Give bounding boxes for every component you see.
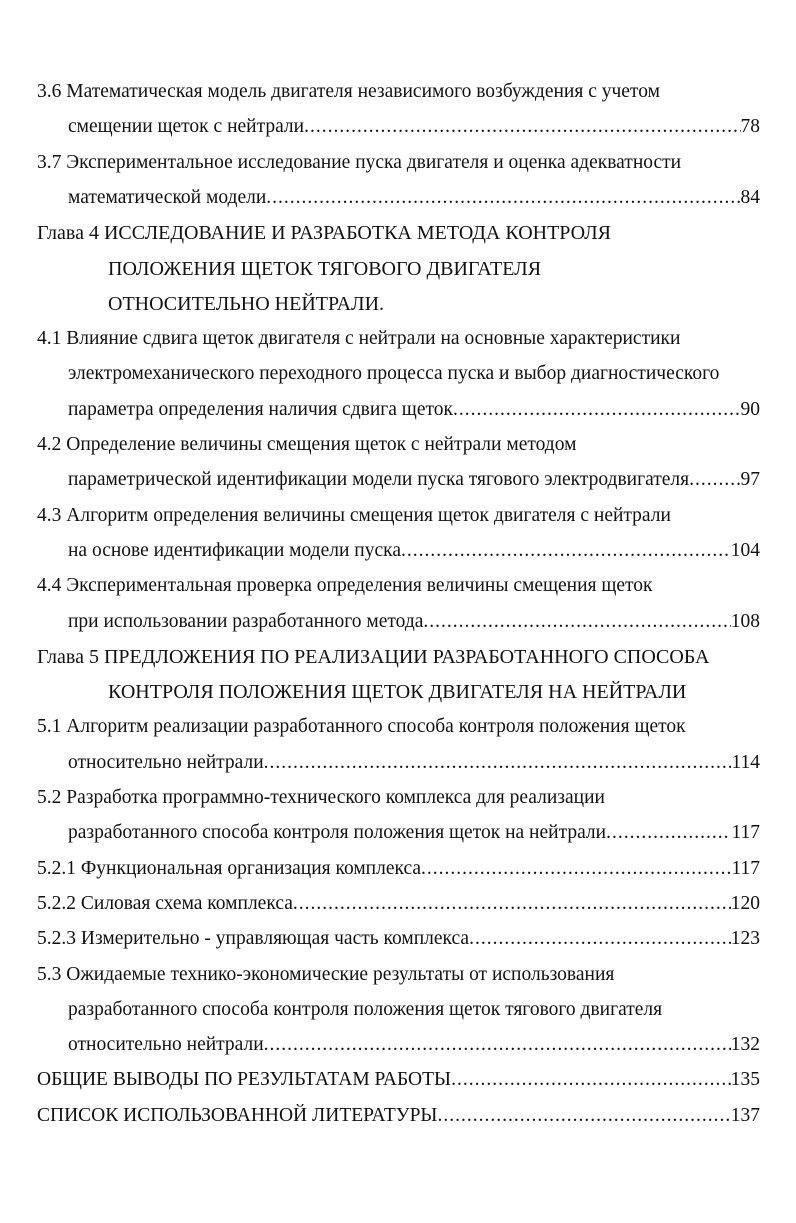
toc-chapter-line: Глава 4 ИССЛЕДОВАНИЕ И РАЗРАБОТКА МЕТОДА…: [37, 221, 760, 245]
toc-entry-line: параметрической идентификации модели пус…: [68, 468, 760, 492]
toc-entry-line: 3.7 Экспериментальное исследование пуска…: [37, 151, 760, 175]
toc-entry-text: Глава 5 ПРЕДЛОЖЕНИЯ ПО РЕАЛИЗАЦИИ РАЗРАБ…: [37, 645, 710, 668]
toc-page-number: 104: [730, 539, 760, 561]
dot-leader: [264, 1033, 731, 1057]
toc-entry-text: 4.2 Определение величины смещения щеток …: [37, 434, 577, 455]
toc-entry-text: при использовании разработанного метода: [68, 610, 424, 632]
toc-entry-text: 4.1 Влияние сдвига щеток двигателя с ней…: [37, 328, 681, 350]
toc-entry-line: 4.4 Экспериментальная проверка определен…: [37, 574, 760, 598]
dot-leader: [421, 857, 731, 881]
toc-entry-line: 5.2.2 Силовая схема комплекса 120: [37, 892, 760, 916]
toc-entry-text: параметрической идентификации модели пус…: [68, 469, 690, 491]
dot-leader: [264, 751, 732, 775]
toc-entry-text: смещении щеток с нейтрали: [68, 116, 305, 138]
toc-entry-line: 3.6 Математическая модель двигателя неза…: [37, 80, 760, 104]
toc-chapter-line: ПОЛОЖЕНИЯ ЩЕТОК ТЯГОВОГО ДВИГАТЕЛЯ: [108, 257, 760, 281]
toc-page-number: 114: [731, 751, 760, 773]
dot-leader: [453, 398, 741, 422]
toc-entry-text: 5.2 Разработка программно-технического к…: [37, 787, 605, 808]
toc-entry-line: относительно нейтрали 114: [68, 751, 760, 775]
toc-entry-text: относительно нейтрали: [68, 1034, 264, 1056]
toc-entry-line: разработанного способа контроля положени…: [68, 998, 760, 1022]
toc-page-number: 117: [731, 822, 760, 844]
toc-entry-line: параметра определения наличия сдвига щет…: [68, 398, 760, 422]
toc-entry-text: 3.7 Экспериментальное исследование пуска…: [37, 151, 682, 173]
toc-page-number: 90: [740, 398, 761, 420]
toc-entry-line: 5.3 Ожидаемые технико-экономические резу…: [37, 963, 760, 987]
toc-entry-line: электромеханического переходного процесс…: [68, 362, 760, 386]
toc-entry-line: 5.2.1 Функциональная организация комплек…: [37, 857, 760, 881]
dot-leader: [437, 1104, 730, 1128]
toc-entry-text: ОТНОСИТЕЛЬНО НЕЙТРАЛИ.: [108, 292, 385, 315]
toc-entry-text: относительно нейтрали: [68, 751, 264, 773]
toc-entry-text: 5.1 Алгоритм реализации разработанного с…: [37, 716, 686, 738]
dot-leader: [293, 892, 731, 916]
toc-entry-line: ОБЩИЕ ВЫВОДЫ ПО РЕЗУЛЬТАТАМ РАБОТЫ 135: [37, 1068, 760, 1092]
toc-chapter-line: Глава 5 ПРЕДЛОЖЕНИЯ ПО РЕАЛИЗАЦИИ РАЗРАБ…: [37, 645, 760, 669]
dot-leader: [689, 468, 740, 492]
toc-entry-line: 4.3 Алгоритм определения величины смещен…: [37, 504, 760, 528]
toc-entry-text: 3.6 Математическая модель двигателя неза…: [37, 81, 660, 102]
toc-chapter-line: КОНТРОЛЯ ПОЛОЖЕНИЯ ЩЕТОК ДВИГАТЕЛЯ НА НЕ…: [108, 680, 760, 704]
toc-page-number: 120: [730, 892, 760, 914]
toc-entry-text: 5.2.3 Измерительно - управляющая часть к…: [37, 928, 470, 950]
toc-page-number: 137: [730, 1104, 760, 1126]
toc-entry-text: 5.3 Ожидаемые технико-экономические резу…: [37, 963, 615, 985]
toc-entry-text: 4.4 Экспериментальная проверка определен…: [37, 575, 653, 597]
toc-entry-text: 5.2.2 Силовая схема комплекса: [37, 892, 293, 914]
toc-entry-line: при использовании разработанного метода 1…: [68, 610, 760, 634]
toc-page-number: 84: [740, 186, 761, 208]
toc-entry-text: ПОЛОЖЕНИЯ ЩЕТОК ТЯГОВОГО ДВИГАТЕЛЯ: [108, 257, 542, 280]
toc-entry-text: 5.2.1 Функциональная организация комплек…: [37, 857, 422, 879]
toc-entry-line: математической модели 84: [68, 186, 760, 210]
toc-entry-text: 4.3 Алгоритм определения величины смещен…: [37, 504, 671, 526]
dot-leader: [606, 821, 731, 845]
toc-entry-text: параметра определения наличия сдвига щет…: [68, 398, 453, 420]
toc-entry-line: разработанного способа контроля положени…: [68, 821, 760, 845]
toc-entry-text: СПИСОК ИСПОЛЬЗОВАННОЙ ЛИТЕРАТУРЫ: [37, 1104, 438, 1126]
toc-entry-line: 4.1 Влияние сдвига щеток двигателя с ней…: [37, 327, 760, 351]
toc-page-number: 123: [730, 928, 760, 950]
toc-page-number: 108: [730, 610, 760, 632]
toc-entry-text: Глава 4 ИССЛЕДОВАНИЕ И РАЗРАБОТКА МЕТОДА…: [37, 222, 612, 245]
toc-entry-line: на основе идентификации модели пуска 104: [68, 539, 760, 563]
toc-entry-line: СПИСОК ИСПОЛЬЗОВАННОЙ ЛИТЕРАТУРЫ 137: [37, 1104, 760, 1128]
toc-entry-text: КОНТРОЛЯ ПОЛОЖЕНИЯ ЩЕТОК ДВИГАТЕЛЯ НА НЕ…: [108, 681, 687, 704]
toc-entry-text: разработанного способа контроля положени…: [68, 822, 607, 844]
toc-entry-text: электромеханического переходного процесс…: [68, 363, 720, 385]
dot-leader: [469, 927, 731, 951]
toc-entry-text: на основе идентификации модели пуска: [68, 539, 401, 561]
dot-leader: [266, 186, 740, 210]
toc-page-number: 117: [731, 857, 760, 879]
toc-chapter-line: ОТНОСИТЕЛЬНО НЕЙТРАЛИ.: [108, 292, 760, 316]
dot-leader: [451, 1068, 731, 1092]
toc-page-number: 132: [730, 1034, 760, 1056]
toc-entry-line: смещении щеток с нейтрали 78: [68, 115, 760, 139]
toc-entry-line: относительно нейтрали 132: [68, 1033, 760, 1057]
toc-entry-text: ОБЩИЕ ВЫВОДЫ ПО РЕЗУЛЬТАТАМ РАБОТЫ: [37, 1069, 452, 1091]
dot-leader: [304, 115, 740, 139]
toc-entry-line: 5.2.3 Измерительно - управляющая часть к…: [37, 927, 760, 951]
toc-entry-text: математической модели: [68, 186, 267, 208]
toc-page-number: 135: [730, 1069, 760, 1091]
toc-page-number: 97: [740, 469, 761, 491]
toc-page-number: 78: [740, 116, 761, 138]
toc-entry-line: 5.1 Алгоритм реализации разработанного с…: [37, 715, 760, 739]
toc-entry-text: разработанного способа контроля положени…: [68, 998, 663, 1020]
toc-entry-line: 5.2 Разработка программно-технического к…: [37, 786, 760, 810]
dot-leader: [401, 539, 731, 563]
dot-leader: [423, 610, 730, 634]
toc-entry-line: 4.2 Определение величины смещения щеток …: [37, 433, 760, 457]
